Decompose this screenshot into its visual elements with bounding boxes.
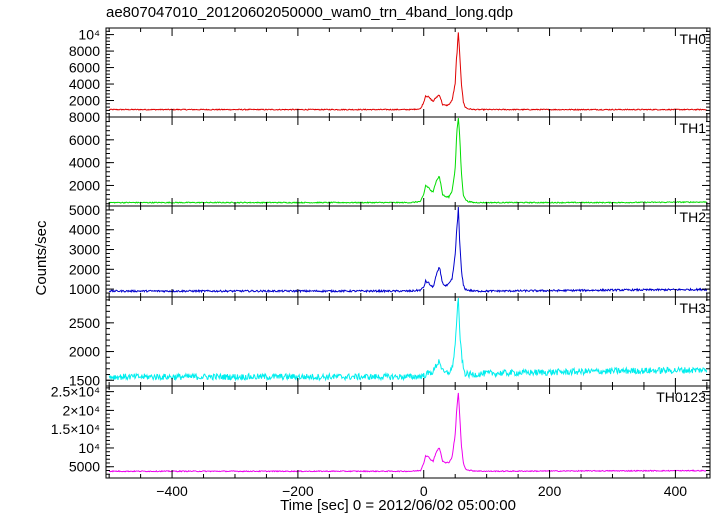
y-tick-label: 4000: [69, 76, 100, 92]
y-tick-label: 8000: [69, 109, 100, 125]
y-tick-label: 4000: [69, 155, 100, 171]
y-tick-label: 2000: [69, 344, 100, 360]
y-axis-label: Counts/sec: [33, 220, 50, 296]
y-tick-label: 4000: [69, 222, 100, 238]
panel-label: TH0: [680, 31, 707, 47]
panel-frame: [105, 385, 711, 479]
y-tick-label: 5000: [69, 459, 100, 475]
y-tick-label: 2500: [69, 315, 100, 331]
y-tick-label: 1000: [69, 281, 100, 297]
y-tick-label: 1.5×10⁴: [51, 421, 100, 437]
x-tick-label: −200: [282, 483, 314, 499]
y-tick-label: 5000: [69, 202, 100, 218]
y-tick-label: 2000: [69, 177, 100, 193]
panel-frame: [105, 205, 711, 298]
y-tick-label: 10⁴: [78, 27, 100, 43]
y-tick-label: 2.5×10⁴: [51, 384, 100, 400]
x-tick-label: 400: [664, 483, 688, 499]
series-line-th2: [108, 206, 708, 294]
series-line-th0123: [109, 392, 707, 473]
panel-th1: TH1 2000 4000 6000 8000: [69, 109, 711, 207]
y-tick-label: 2000: [69, 93, 100, 109]
y-tick-label: 2000: [69, 261, 100, 277]
panel-frame: [105, 27, 711, 118]
panel-th2: TH2 1000 2000 3000 4000 5000: [69, 202, 711, 298]
panel-th0123: TH0123 5000 10⁴ 1.5×10⁴ 2×10⁴ 2.5×10⁴: [51, 384, 711, 479]
series-line-th0: [108, 32, 707, 111]
panel-frame: [105, 116, 711, 207]
panel-label: TH1: [680, 120, 707, 136]
x-tick-label: −400: [156, 483, 188, 499]
y-tick-label: 3000: [69, 242, 100, 258]
panels-group: TH0200040006000800010⁴TH1200040006000800…: [51, 27, 711, 499]
y-tick-label: 1500: [69, 372, 100, 388]
y-tick-label: 2×10⁴: [62, 402, 100, 418]
series-line-th1: [108, 117, 708, 204]
chart-title: ae807047010_20120602050000_wam0_trn_4ban…: [106, 4, 513, 21]
panel-label: TH2: [680, 209, 707, 225]
panel-label: TH0123: [656, 389, 706, 405]
y-tick-label: 6000: [69, 60, 100, 76]
panel-label: TH3: [680, 300, 707, 316]
y-tick-label: 6000: [69, 132, 100, 148]
x-tick-label: 0: [420, 483, 428, 499]
panel-th3: TH3 1500 2000 2500: [69, 296, 711, 388]
x-tick-label: 200: [538, 483, 562, 499]
x-axis-label: Time [sec] 0 = 2012/06/02 05:00:00: [280, 497, 516, 514]
y-tick-label: 8000: [69, 43, 100, 59]
y-tick-label: 10⁴: [78, 440, 100, 456]
series-line-th3: [108, 297, 708, 382]
